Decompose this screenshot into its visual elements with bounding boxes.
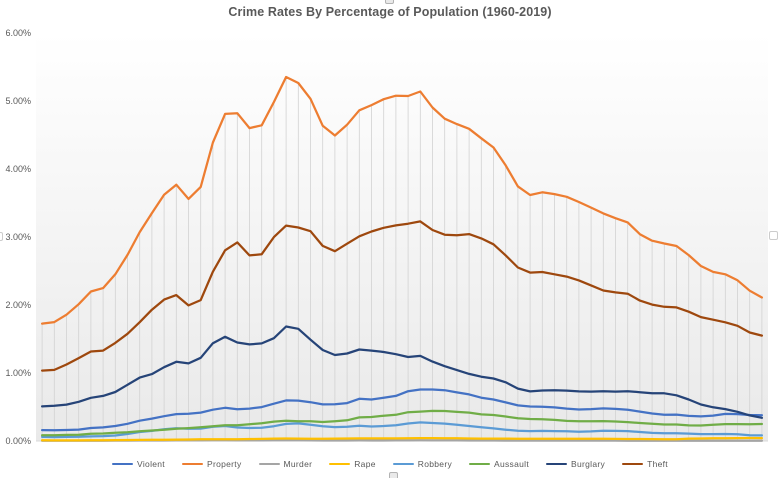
legend-label: Robbery [417, 459, 452, 469]
drop-lines [41, 76, 763, 441]
y-axis-tick-label: 6.00% [5, 28, 31, 38]
y-axis-tick-label: 0.00% [5, 436, 31, 446]
series-line-property[interactable] [40, 75, 764, 325]
y-axis-tick-label: 2.00% [5, 300, 31, 310]
series-line-rape[interactable] [40, 436, 764, 442]
legend-marker-violent [112, 462, 134, 466]
y-axis-tick-label: 1.00% [5, 368, 31, 378]
legend-item-aussault[interactable]: Aussault [469, 459, 529, 469]
selection-handle-left[interactable] [0, 232, 3, 241]
y-axis-tick-label: 3.00% [5, 232, 31, 242]
legend-item-burglary[interactable]: Burglary [546, 459, 605, 469]
series-line-aussault[interactable] [40, 409, 764, 437]
legend-label: Aussault [494, 459, 530, 469]
plot-area [36, 33, 768, 441]
series-line-violent[interactable] [40, 388, 764, 432]
selection-handle-bottom[interactable] [389, 472, 398, 478]
legend-marker-theft [622, 462, 644, 466]
legend-label: Property [206, 459, 242, 469]
y-axis-tick-label: 4.00% [5, 164, 31, 174]
legend-marker-burglary [546, 462, 568, 466]
legend-item-rape[interactable]: Rape [329, 459, 376, 469]
legend-label: Theft [647, 459, 668, 469]
legend-item-property[interactable]: Property [181, 459, 242, 469]
y-axis-tick-label: 5.00% [5, 96, 31, 106]
legend-label: Rape [354, 459, 376, 469]
legend-marker-rape [329, 462, 351, 466]
legend-label: Burglary [571, 459, 606, 469]
series-line-burglary[interactable] [40, 325, 764, 419]
chart-title: Crime Rates By Percentage of Population … [228, 5, 552, 19]
legend-marker-property [181, 462, 203, 466]
legend-item-theft[interactable]: Theft [622, 459, 668, 469]
legend-label: Murder [283, 459, 313, 469]
legend-item-murder[interactable]: Murder [258, 459, 313, 469]
legend-item-robbery[interactable]: Robbery [392, 459, 452, 469]
legend-marker-robbery [392, 462, 414, 466]
selection-handle-right[interactable] [769, 231, 778, 240]
legend-marker-aussault [469, 462, 490, 466]
legend-marker-murder [258, 462, 280, 466]
series-line-theft[interactable] [40, 220, 764, 372]
legend-item-violent[interactable]: Violent [112, 459, 165, 469]
selection-handle-top[interactable] [385, 0, 394, 4]
legend-label: Violent [137, 459, 165, 469]
chart-legend[interactable]: Violent Property Murder Rape Robbery Aussault… [0, 457, 780, 471]
